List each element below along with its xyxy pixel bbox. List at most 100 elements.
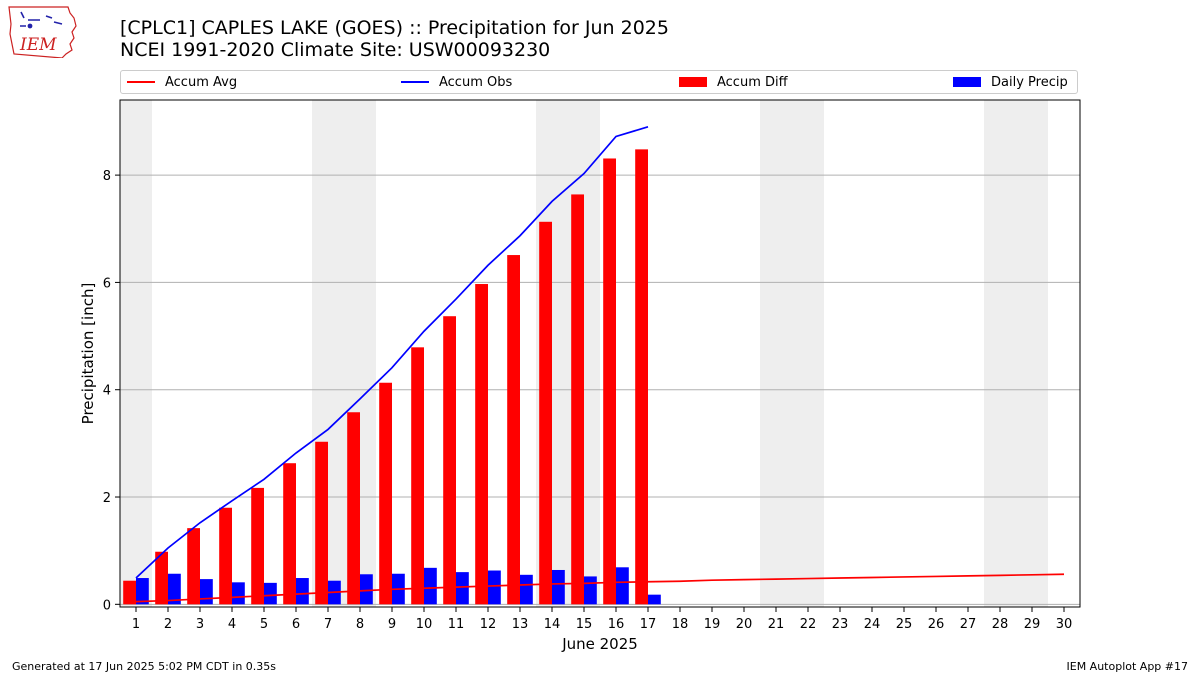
accum-diff-bar-16 xyxy=(603,158,616,605)
legend-swatch-accum-diff xyxy=(679,77,707,87)
x-tick-label-25: 25 xyxy=(896,617,913,632)
iem-logo: IEM xyxy=(8,6,77,58)
accum-diff-bar-10 xyxy=(411,347,424,605)
weekend-shade-0 xyxy=(120,100,152,607)
legend-label-accum-obs: Accum Obs xyxy=(439,74,513,90)
bars xyxy=(123,149,661,605)
x-tick-label-8: 8 xyxy=(356,617,364,632)
x-tick-label-9: 9 xyxy=(388,617,396,632)
x-tick-label-27: 27 xyxy=(960,617,977,632)
x-tick-label-12: 12 xyxy=(480,617,497,632)
accum-diff-bar-15 xyxy=(571,194,584,605)
legend-entry-accum-diff: Accum Diff xyxy=(679,71,788,93)
x-tick-label-22: 22 xyxy=(800,617,817,632)
x-tick-label-7: 7 xyxy=(324,617,332,632)
accum-diff-bar-17 xyxy=(635,149,648,605)
y-tick-label-6: 6 xyxy=(103,276,111,291)
x-axis-label: June 2025 xyxy=(561,635,638,653)
accum-diff-bar-5 xyxy=(251,487,264,605)
x-tick-label-11: 11 xyxy=(448,617,465,632)
legend-entry-accum-avg: Accum Avg xyxy=(127,71,237,93)
x-tick-label-17: 17 xyxy=(640,617,657,632)
daily-precip-bar-4 xyxy=(232,582,245,605)
lines xyxy=(135,126,1065,603)
legend-swatch-daily-precip xyxy=(953,77,981,87)
y-tick-label-4: 4 xyxy=(103,384,111,399)
accum-diff-bar-2 xyxy=(155,551,168,605)
chart-title: [CPLC1] CAPLES LAKE (GOES) :: Precipitat… xyxy=(120,17,669,39)
y-tick-label-8: 8 xyxy=(103,169,111,184)
daily-precip-bar-2 xyxy=(168,573,181,605)
legend-swatch-accum-obs xyxy=(401,81,429,83)
accum-diff-bar-4 xyxy=(219,507,232,605)
legend-swatch-accum-avg xyxy=(127,81,155,83)
daily-precip-bar-16 xyxy=(616,567,629,605)
daily-precip-bar-6 xyxy=(296,578,309,605)
y-gridlines xyxy=(120,174,1080,605)
x-tick-label-10: 10 xyxy=(416,617,433,632)
daily-precip-bar-14 xyxy=(552,569,565,605)
daily-precip-bar-11 xyxy=(456,572,469,605)
weekend-shade-4 xyxy=(984,100,1048,607)
x-tick-label-30: 30 xyxy=(1056,617,1073,632)
x-tick-label-1: 1 xyxy=(132,617,140,632)
iowa-state-outline-icon xyxy=(8,6,77,58)
accum-diff-bar-8 xyxy=(347,412,360,605)
footer-generated-text: Generated at 17 Jun 2025 5:02 PM CDT in … xyxy=(12,660,277,673)
x-tick-label-21: 21 xyxy=(768,617,785,632)
accum-diff-bar-3 xyxy=(187,528,200,605)
daily-precip-bar-17 xyxy=(648,594,661,605)
legend-label-accum-avg: Accum Avg xyxy=(165,74,238,90)
daily-precip-bar-13 xyxy=(520,574,533,605)
daily-precip-bar-8 xyxy=(360,574,373,605)
x-tick-label-26: 26 xyxy=(928,617,945,632)
x-tick-label-20: 20 xyxy=(736,617,753,632)
x-tick-label-29: 29 xyxy=(1024,617,1041,632)
x-tick-label-6: 6 xyxy=(292,617,300,632)
y-tick-label-2: 2 xyxy=(103,491,111,506)
weather-symbols-icon xyxy=(20,11,63,27)
daily-precip-bar-10 xyxy=(424,567,437,605)
daily-precip-bar-3 xyxy=(200,579,213,605)
accum-diff-bar-13 xyxy=(507,255,520,605)
accum-diff-bar-9 xyxy=(379,382,392,605)
accum-diff-bar-14 xyxy=(539,221,552,605)
x-tick-label-14: 14 xyxy=(544,617,561,632)
x-tick-label-3: 3 xyxy=(196,617,204,632)
daily-precip-bar-5 xyxy=(264,582,277,605)
legend-label-accum-diff: Accum Diff xyxy=(717,74,788,90)
x-tick-label-18: 18 xyxy=(672,617,689,632)
x-tick-label-16: 16 xyxy=(608,617,625,632)
legend-label-daily-precip: Daily Precip xyxy=(991,74,1068,90)
x-tick-label-15: 15 xyxy=(576,617,593,632)
x-tick-label-23: 23 xyxy=(832,617,849,632)
accum-avg-line xyxy=(135,573,1065,603)
x-tick-label-24: 24 xyxy=(864,617,881,632)
accum-diff-bar-1 xyxy=(123,580,136,605)
accum-diff-bar-6 xyxy=(283,463,296,605)
x-tick-label-4: 4 xyxy=(228,617,236,632)
y-tick-label-0: 0 xyxy=(103,598,111,613)
chart-subtitle: NCEI 1991-2020 Climate Site: USW00093230 xyxy=(120,39,551,61)
accum-diff-bar-11 xyxy=(443,316,456,605)
x-tick-label-2: 2 xyxy=(164,617,172,632)
x-tick-label-5: 5 xyxy=(260,617,268,632)
daily-precip-bar-15 xyxy=(584,576,597,605)
y-axis-label: Precipitation [inch] xyxy=(79,283,97,425)
daily-precip-bar-1 xyxy=(136,578,149,605)
daily-precip-bar-12 xyxy=(488,570,501,605)
accum-obs-line xyxy=(135,126,649,579)
accum-diff-bar-12 xyxy=(475,284,488,605)
x-tick-label-13: 13 xyxy=(512,617,529,632)
legend-entry-accum-obs: Accum Obs xyxy=(401,71,512,93)
chart-legend: Accum Avg Accum Obs Accum Diff Daily Pre… xyxy=(120,70,1078,94)
x-tick-label-19: 19 xyxy=(704,617,721,632)
x-tick-label-28: 28 xyxy=(992,617,1009,632)
weekend-shade-3 xyxy=(760,100,824,607)
accum-diff-bar-7 xyxy=(315,441,328,605)
legend-entry-daily-precip: Daily Precip xyxy=(953,71,1068,93)
logo-text: IEM xyxy=(19,35,57,55)
weather-dot-icon xyxy=(27,23,33,29)
